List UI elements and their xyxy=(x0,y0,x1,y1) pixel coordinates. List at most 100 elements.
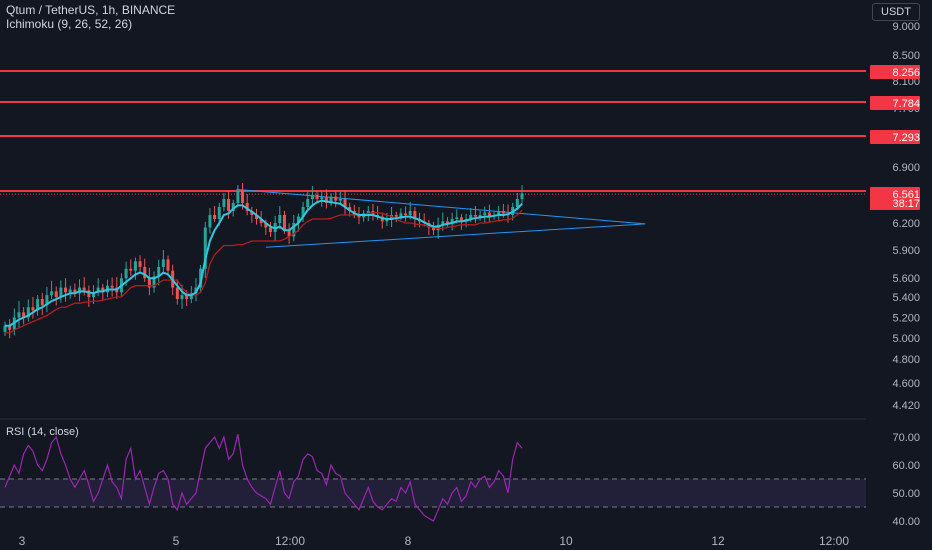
candle xyxy=(320,197,324,199)
candle xyxy=(124,268,128,279)
candle xyxy=(301,207,305,217)
candle xyxy=(59,287,63,297)
candle xyxy=(64,287,68,293)
indicator-label: Ichimoku (9, 26, 52, 26) xyxy=(6,17,133,31)
price-tick-label: 5.600 xyxy=(892,273,920,285)
candle xyxy=(40,299,44,306)
candle xyxy=(203,227,207,269)
candle xyxy=(166,259,170,271)
time-tick-label: 5 xyxy=(173,534,180,548)
candle xyxy=(450,219,454,223)
candle xyxy=(459,217,463,222)
candle xyxy=(306,199,310,207)
rsi-tick-label: 70.00 xyxy=(892,432,920,444)
candle xyxy=(478,215,482,217)
candle xyxy=(236,190,240,203)
candle xyxy=(255,215,259,219)
time-tick-label: 10 xyxy=(559,534,573,548)
candle xyxy=(497,211,501,215)
price-tick-label: 5.200 xyxy=(892,313,920,325)
candle xyxy=(50,291,54,296)
kijun-line xyxy=(5,209,523,334)
candle xyxy=(315,195,319,199)
time-tick-label: 12:00 xyxy=(275,534,305,548)
candle xyxy=(329,196,333,203)
candle xyxy=(408,211,412,215)
candle xyxy=(26,307,30,318)
price-tick-label: 9.000 xyxy=(892,21,920,33)
triangle-lower-trendline xyxy=(265,223,646,248)
price-axis xyxy=(866,0,932,550)
triangle-upper-trendline xyxy=(236,188,646,225)
candle xyxy=(278,215,282,223)
candle xyxy=(68,289,72,293)
candle xyxy=(338,199,342,201)
candle xyxy=(147,278,151,288)
price-tick-label: 5.900 xyxy=(892,245,920,257)
candle xyxy=(432,227,436,231)
price-badge-label: 8.256 xyxy=(892,67,920,79)
rsi-label: RSI (14, close) xyxy=(6,426,79,438)
candle xyxy=(324,197,328,203)
candle xyxy=(394,215,398,217)
candle xyxy=(161,259,165,267)
candle xyxy=(413,211,417,219)
price-tick-label: 5.000 xyxy=(892,333,920,345)
candle xyxy=(404,213,408,215)
candle xyxy=(366,211,370,214)
candle xyxy=(36,299,40,311)
candle xyxy=(17,312,21,318)
candle xyxy=(185,295,189,300)
candle xyxy=(515,199,519,207)
price-badge-label: 6.561 xyxy=(892,189,920,201)
candle xyxy=(357,215,361,218)
price-badge xyxy=(870,96,920,110)
price-badge-label: 38:17 xyxy=(892,198,920,210)
candle xyxy=(133,261,137,271)
candle xyxy=(241,190,245,203)
candle xyxy=(259,219,263,223)
candle xyxy=(501,211,505,214)
candle xyxy=(8,325,12,330)
candle xyxy=(227,199,231,211)
price-badge-label: 7.293 xyxy=(892,132,920,144)
price-tick-label: 4.800 xyxy=(892,354,920,366)
rsi-tick-label: 40.00 xyxy=(892,516,920,528)
candle xyxy=(520,193,524,199)
time-tick-label: 12:00 xyxy=(819,534,849,548)
time-tick-label: 8 xyxy=(405,534,412,548)
rsi-band xyxy=(0,479,866,507)
tenkan-line xyxy=(5,199,523,327)
candle xyxy=(143,266,147,279)
candle xyxy=(189,293,193,300)
candle xyxy=(82,287,86,291)
rsi-line xyxy=(4,434,523,522)
candle xyxy=(222,199,226,207)
currency-button[interactable]: USDT xyxy=(872,3,920,21)
candle xyxy=(54,291,58,297)
candle xyxy=(96,287,100,293)
candle xyxy=(310,195,314,199)
candle xyxy=(296,216,300,223)
price-tick-label: 6.200 xyxy=(892,218,920,230)
candle xyxy=(483,212,487,215)
candle xyxy=(385,219,389,222)
price-badge-label: 7.784 xyxy=(892,98,920,110)
candle xyxy=(268,227,272,232)
candle xyxy=(292,223,296,237)
candle xyxy=(22,312,26,318)
price-tick-label: 4.420 xyxy=(892,400,920,412)
candle xyxy=(157,266,161,277)
rsi-tick-label: 50.00 xyxy=(892,488,920,500)
candle xyxy=(3,325,7,332)
candle xyxy=(208,215,212,228)
candle xyxy=(180,295,184,300)
candle xyxy=(175,287,179,300)
candle xyxy=(31,307,35,311)
symbol-title: Qtum / TetherUS, 1h, BINANCE xyxy=(6,3,176,17)
price-badge xyxy=(870,199,920,210)
price-badge xyxy=(870,130,920,144)
candle xyxy=(138,261,142,267)
candle xyxy=(45,295,49,306)
